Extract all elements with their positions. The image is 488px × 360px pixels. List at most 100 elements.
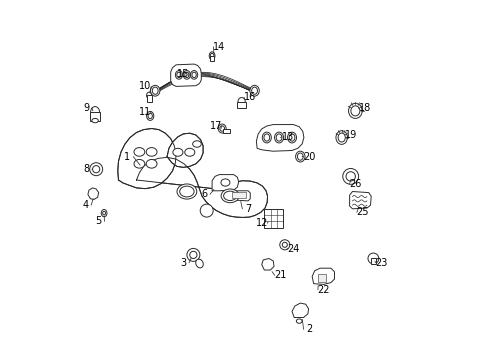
Text: 4: 4 [82,200,88,210]
Ellipse shape [238,98,244,105]
Bar [264,209,283,228]
Text: 16: 16 [244,92,256,102]
Ellipse shape [350,106,359,116]
Ellipse shape [90,107,100,118]
Bar [370,258,375,264]
Text: 1: 1 [124,152,130,162]
Text: 18: 18 [358,103,370,113]
Ellipse shape [220,126,224,131]
Ellipse shape [209,52,215,60]
Polygon shape [167,133,203,167]
Circle shape [92,166,100,173]
Ellipse shape [134,148,144,156]
Circle shape [282,242,287,247]
Text: 10: 10 [139,81,151,91]
Bar [209,56,214,61]
Text: 12: 12 [255,218,267,228]
Ellipse shape [177,72,181,77]
Ellipse shape [146,148,157,156]
Ellipse shape [184,72,189,77]
Ellipse shape [276,134,282,141]
Polygon shape [291,303,308,318]
Ellipse shape [175,71,182,79]
Bar [146,95,151,102]
Text: 23: 23 [374,258,386,268]
Ellipse shape [152,87,158,94]
Ellipse shape [295,151,305,162]
Ellipse shape [296,319,302,323]
Ellipse shape [92,118,98,123]
Ellipse shape [274,132,283,143]
Ellipse shape [146,111,153,120]
Ellipse shape [146,159,157,168]
Ellipse shape [337,133,345,142]
Text: 19: 19 [344,130,356,140]
Ellipse shape [172,148,183,156]
Text: 2: 2 [305,324,312,334]
Text: 6: 6 [201,189,207,199]
Polygon shape [349,192,370,209]
Ellipse shape [287,132,296,143]
Ellipse shape [348,103,362,118]
Text: 7: 7 [244,204,251,214]
Ellipse shape [249,85,259,96]
Ellipse shape [218,124,225,133]
Ellipse shape [190,71,197,79]
Text: 24: 24 [286,244,299,254]
Ellipse shape [221,189,239,203]
Ellipse shape [148,113,152,118]
Text: 3: 3 [180,258,186,268]
Bar [231,192,246,198]
Ellipse shape [183,71,190,79]
Ellipse shape [251,87,257,94]
Ellipse shape [177,184,196,199]
Ellipse shape [288,134,294,141]
Text: 5: 5 [95,216,102,226]
Text: 25: 25 [356,207,368,217]
Text: 9: 9 [83,103,89,113]
Ellipse shape [101,210,107,217]
Text: 20: 20 [303,152,315,162]
Text: 17: 17 [209,121,222,131]
Polygon shape [311,268,334,284]
Text: 21: 21 [274,270,286,280]
Text: 26: 26 [348,179,361,189]
Polygon shape [261,258,273,270]
Text: 13: 13 [281,132,293,142]
Ellipse shape [262,132,271,143]
Text: 22: 22 [317,285,329,295]
Ellipse shape [335,131,347,144]
Polygon shape [118,129,176,189]
Ellipse shape [184,148,194,156]
Polygon shape [229,191,250,201]
Text: 15: 15 [177,69,189,79]
Ellipse shape [195,259,203,268]
Ellipse shape [210,53,213,58]
Text: 8: 8 [83,164,89,174]
Bar [237,102,245,108]
Ellipse shape [192,72,196,77]
Polygon shape [170,64,201,86]
Circle shape [189,251,197,258]
Ellipse shape [146,92,151,99]
Circle shape [342,168,358,184]
Circle shape [89,163,102,176]
Polygon shape [256,125,303,151]
Polygon shape [88,188,99,199]
Ellipse shape [297,153,303,160]
Bar [318,274,325,282]
Circle shape [367,253,378,264]
Polygon shape [212,175,238,191]
Bar [89,112,101,121]
Bar [223,129,230,133]
Ellipse shape [264,134,269,141]
Text: 14: 14 [213,42,225,52]
Ellipse shape [134,159,144,168]
Circle shape [346,172,355,181]
Ellipse shape [223,191,236,201]
Ellipse shape [102,211,105,215]
Circle shape [186,248,200,261]
Ellipse shape [221,179,229,186]
Text: 11: 11 [139,107,151,117]
Polygon shape [136,157,267,217]
